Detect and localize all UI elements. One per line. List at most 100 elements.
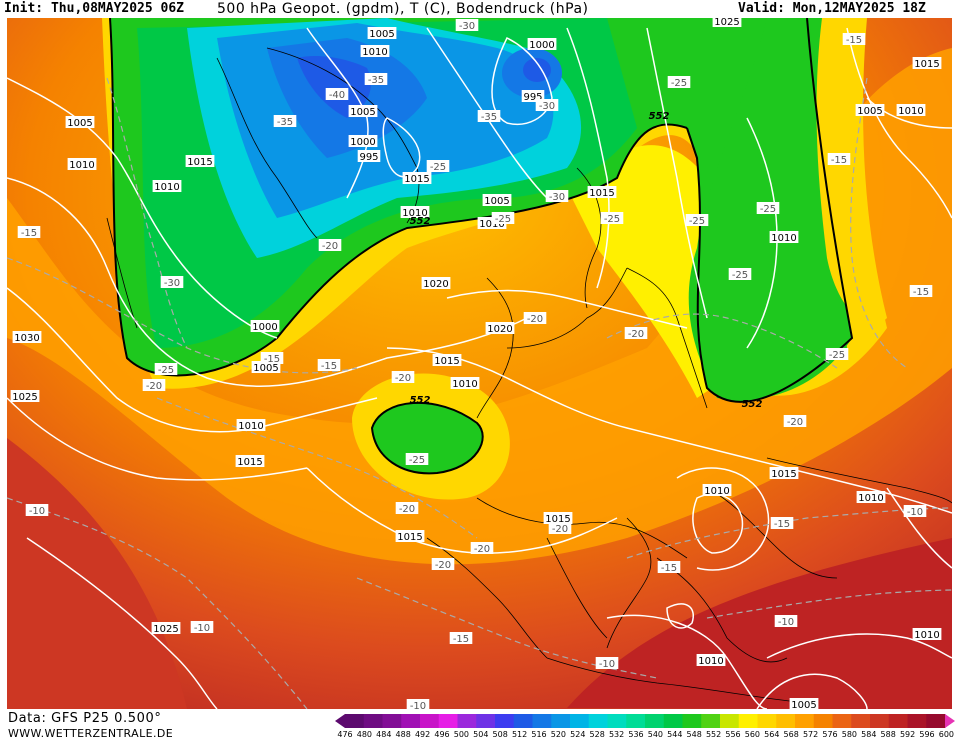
cold-core-deepblue — [297, 56, 371, 118]
pressure-label-box — [432, 354, 462, 366]
temperature-label: -10 — [774, 615, 798, 628]
temperature-label-box — [728, 268, 752, 280]
pressure-label: 1020 — [421, 277, 451, 290]
scale-swatch — [813, 714, 833, 728]
temperature-label-text: -20 — [474, 544, 490, 555]
temperature-label: -40 — [325, 88, 349, 101]
pressure-label-text: 1010 — [771, 233, 796, 244]
pressure-label-text: 1010 — [238, 421, 263, 432]
pressure-label: 1025 — [712, 18, 742, 28]
temperature-label: -25 — [667, 76, 691, 89]
pressure-label: 1030 — [12, 331, 42, 344]
scale-swatch — [495, 714, 515, 728]
temperature-label: -10 — [903, 505, 927, 518]
scale-level-label: 516 — [531, 730, 547, 739]
temperature-label: -35 — [364, 73, 388, 86]
temperature-label-box — [391, 371, 415, 383]
pressure-label-box — [348, 135, 378, 147]
pressure-label-box — [395, 530, 425, 542]
pressure-label-box — [360, 45, 390, 57]
pressure-label-box — [357, 150, 381, 162]
temperature-label-box — [545, 190, 569, 202]
temperature-label: -15 — [909, 285, 933, 298]
temperature-label-text: -15 — [846, 35, 862, 46]
temperature-label-text: -15 — [264, 354, 280, 365]
temperature-label-text: -25 — [604, 214, 620, 225]
scale-swatch — [570, 714, 590, 728]
temperature-label-box — [491, 212, 515, 224]
scale-level-label: 520 — [550, 730, 567, 739]
scale-level-label: 484 — [376, 730, 392, 739]
pressure-label: 1015 — [769, 467, 799, 480]
scale-swatch — [607, 714, 627, 728]
scale-level-label: 592 — [899, 730, 916, 739]
scale-level-label: 532 — [608, 730, 625, 739]
scale-level-label: 600 — [938, 730, 955, 739]
scale-level-label: 496 — [434, 730, 450, 739]
temperature-label: -25 — [491, 212, 515, 225]
temperature-label: -20 — [395, 502, 419, 515]
pressure-label-text: 1015 — [187, 157, 212, 168]
pressure-label: 1015 — [395, 530, 425, 543]
pressure-label-box — [185, 155, 215, 167]
temperature-label-box — [260, 352, 284, 364]
pressure-label: 1005 — [482, 194, 512, 207]
pressure-label-box — [543, 512, 573, 524]
pressure-label-box — [696, 654, 726, 666]
temperature-label-box — [160, 276, 184, 288]
temperature-label-text: -15 — [774, 519, 790, 530]
pressure-label-box — [67, 158, 97, 170]
temperature-label-box — [426, 160, 450, 172]
scale-level-label: 584 — [861, 730, 877, 739]
temperature-label-box — [774, 615, 798, 627]
pressure-label: 1005 — [855, 104, 885, 117]
pressure-label-text: 1030 — [14, 333, 39, 344]
temperature-label-text: -10 — [194, 623, 210, 634]
temperature-label-box — [783, 415, 807, 427]
scale-level-label: 508 — [492, 730, 508, 739]
temperature-label-box — [595, 657, 619, 669]
temperature-label-box — [325, 88, 349, 100]
pressure-label-text: 1010 — [858, 493, 883, 504]
pressure-label-box — [250, 320, 280, 332]
isotherms — [7, 77, 952, 709]
temperature-label-box — [395, 502, 419, 514]
temperature-label-text: -20 — [787, 417, 803, 428]
temperature-label: -20 — [470, 542, 494, 555]
pressure-label-box — [10, 390, 40, 402]
scale-level-label: 528 — [589, 730, 605, 739]
temperature-label: -15 — [17, 226, 41, 239]
scale-swatch — [551, 714, 571, 728]
pressure-label-text: 1015 — [545, 514, 570, 525]
temperature-label-text: -25 — [671, 78, 687, 89]
pressure-label-box — [789, 698, 819, 709]
pressure-label-text: 1020 — [423, 279, 448, 290]
temperature-label-box — [142, 379, 166, 391]
temperature-label: -20 — [548, 522, 572, 535]
weather-map: 1005 1000 1010 1005 1005 995 1010 1015 1000 995 10… — [7, 18, 952, 709]
color-scale-bar — [335, 714, 955, 728]
temperature-label-box — [273, 115, 297, 127]
pressure-label-box — [400, 206, 430, 218]
pressure-label: 1000 — [348, 135, 378, 148]
pressure-label: 1015 — [543, 512, 573, 525]
scale-level-label: 560 — [744, 730, 761, 739]
pressure-label-box — [527, 38, 557, 50]
temperature-label-box — [449, 632, 473, 644]
pressure-label-box — [855, 104, 885, 116]
pressure-label-text: 1010 — [402, 208, 427, 219]
pressure-label: 1010 — [450, 377, 480, 390]
pressure-label-text: 995 — [359, 152, 378, 163]
temperature-label-box — [25, 504, 49, 516]
pressure-label: 1000 — [527, 38, 557, 51]
temperature-label: -20 — [624, 327, 648, 340]
temperature-label-box — [190, 621, 214, 633]
scale-level-label: 476 — [337, 730, 353, 739]
temperature-label: -15 — [657, 561, 681, 574]
temperature-label: -30 — [535, 99, 559, 112]
temperature-label-text: -15 — [661, 563, 677, 574]
scale-swatch — [663, 714, 683, 728]
valid-time: Valid: Mon,12MAY2025 18Z — [738, 1, 926, 16]
pressure-label: 1005 — [348, 105, 378, 118]
pressure-label: 1025 — [10, 390, 40, 403]
